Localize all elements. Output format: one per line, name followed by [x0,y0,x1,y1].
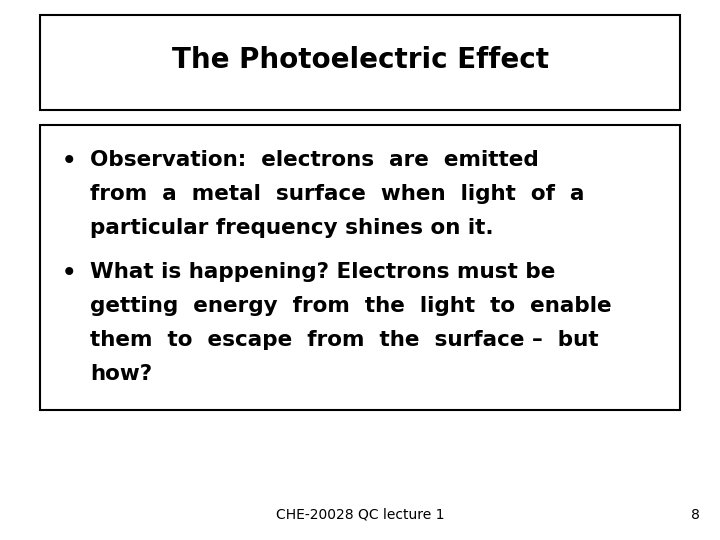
Text: •: • [62,150,76,173]
Text: how?: how? [90,364,152,384]
Text: Observation:  electrons  are  emitted: Observation: electrons are emitted [90,150,539,170]
Text: The Photoelectric Effect: The Photoelectric Effect [171,46,549,74]
Text: What is happening? Electrons must be: What is happening? Electrons must be [90,262,555,282]
Text: particular frequency shines on it.: particular frequency shines on it. [90,218,494,238]
Bar [40,125,680,410]
Text: from  a  metal  surface  when  light  of  a: from a metal surface when light of a [90,184,585,204]
Text: getting  energy  from  the  light  to  enable: getting energy from the light to enable [90,296,611,316]
Text: •: • [62,262,76,285]
Text: 8: 8 [691,508,700,522]
Text: CHE-20028 QC lecture 1: CHE-20028 QC lecture 1 [276,508,444,522]
Text: them  to  escape  from  the  surface –  but: them to escape from the surface – but [90,330,598,350]
Bar [40,15,680,110]
